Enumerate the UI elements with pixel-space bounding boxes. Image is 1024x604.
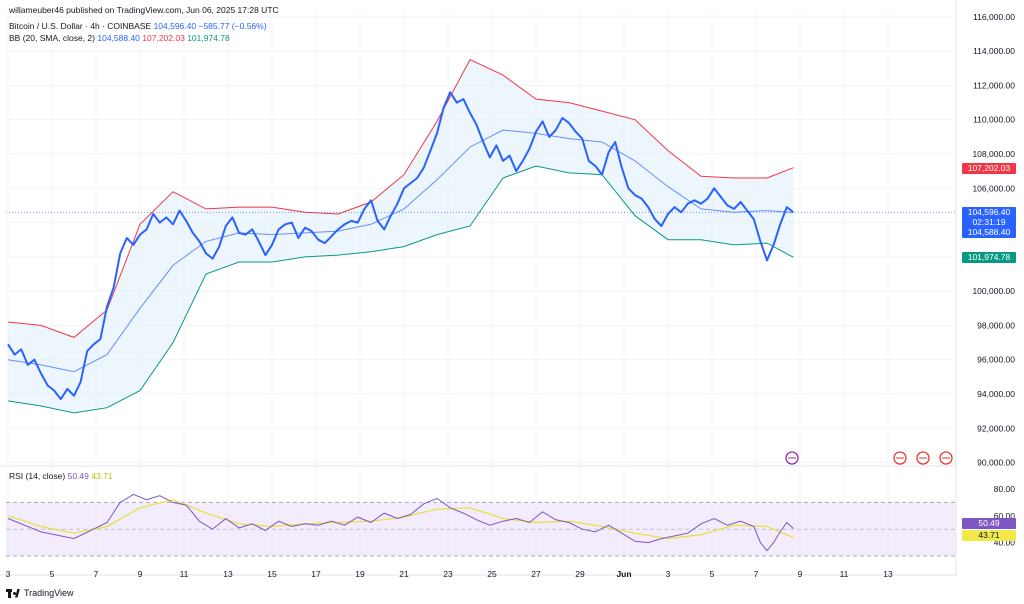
x-tick-label: 21 [399,569,409,579]
symbol-change: −585.77 (−0.56%) [198,21,267,31]
countdown-tag: 02:31:19 [962,217,1016,228]
rsi-tag: 50.49 [962,518,1016,529]
x-tick-label: 13 [223,569,233,579]
x-tick-label: 15 [267,569,277,579]
x-tick-label: 5 [710,569,715,579]
upper-band-tag: 107,202.03 [962,163,1016,174]
bb-legend: BB (20, SMA, close, 2) 104,588.40 107,20… [9,33,230,43]
rsi-label: RSI (14, close) [9,471,66,481]
price-tag: 104,596.40 [962,207,1016,218]
y-tick-label: 116,000.00 [973,12,1015,22]
x-tick-label: 19 [355,569,365,579]
x-tick-label: 17 [311,569,321,579]
publisher-line: willameuber46 published on TradingView.c… [9,5,279,15]
x-tick-label: 11 [180,569,189,579]
y-tick-label: 96,000.00 [977,355,1015,365]
symbol-legend: Bitcoin / U.S. Dollar · 4h · COINBASE 10… [9,21,267,31]
y-tick-label: 90,000.00 [977,458,1015,468]
bb-upper-line [7,59,794,338]
y-tick-label: 108,000.00 [972,149,1015,159]
y-tick-label: 114,000.00 [973,46,1015,56]
rsi-ma-tag: 43.71 [962,530,1016,541]
bb-lower-line [7,165,794,414]
bb-label: BB (20, SMA, close, 2) [9,33,95,43]
x-tick-label: 9 [798,569,803,579]
x-tick-label: 7 [754,569,759,579]
rsi-y-tick-label: 60.00 [994,511,1016,521]
y-tick-label: 110,000.00 [973,115,1015,125]
y-tick-label: 98,000.00 [977,320,1015,330]
x-tick-label: 23 [443,569,453,579]
basis-tag: 104,588.40 [962,227,1016,238]
rsi-y-tick-label: 80.00 [994,484,1016,494]
y-tick-label: 92,000.00 [977,423,1015,433]
x-tick-label: 27 [531,569,541,579]
tradingview-logo-icon [6,588,20,598]
y-tick-label: 100,000.00 [972,286,1015,296]
bb-basis-value: 104,588.40 [97,33,140,43]
x-tick-label: 25 [487,569,497,579]
brand-name: TradingView [24,588,74,598]
symbol-price: 104,596.40 [153,21,197,31]
price-line [7,91,795,401]
rsi-line [7,493,794,552]
bb-lower-value: 101,974.78 [187,33,230,43]
rsi-y-tick-label: 40.00 [994,538,1016,548]
lower-band-tag: 101,974.78 [962,252,1016,263]
bb-basis-line [7,129,794,373]
y-tick-label: 112,000.00 [973,80,1015,90]
x-tick-label: Jun [616,569,631,579]
x-tick-label: 13 [883,569,893,579]
rsi-ma-line [7,499,794,540]
symbol-title: Bitcoin / U.S. Dollar · 4h · COINBASE [9,21,152,31]
bb-upper-value: 107,202.03 [142,33,185,43]
rsi-value: 50.49 [67,471,89,481]
y-tick-label: 94,000.00 [977,389,1015,399]
rsi-ma-value: 43.71 [91,471,113,481]
x-tick-label: 3 [6,569,11,579]
x-tick-label: 3 [666,569,671,579]
bollinger-band-fill [8,59,794,413]
x-tick-label: 7 [94,569,99,579]
rsi-legend: RSI (14, close) 50.49 43.71 [9,471,113,481]
y-tick-label: 106,000.00 [972,183,1015,193]
x-tick-label: 9 [138,569,143,579]
footer-brand: TradingView [6,588,74,598]
x-tick-label: 29 [575,569,585,579]
x-tick-label: 11 [840,569,849,579]
x-tick-label: 5 [50,569,55,579]
